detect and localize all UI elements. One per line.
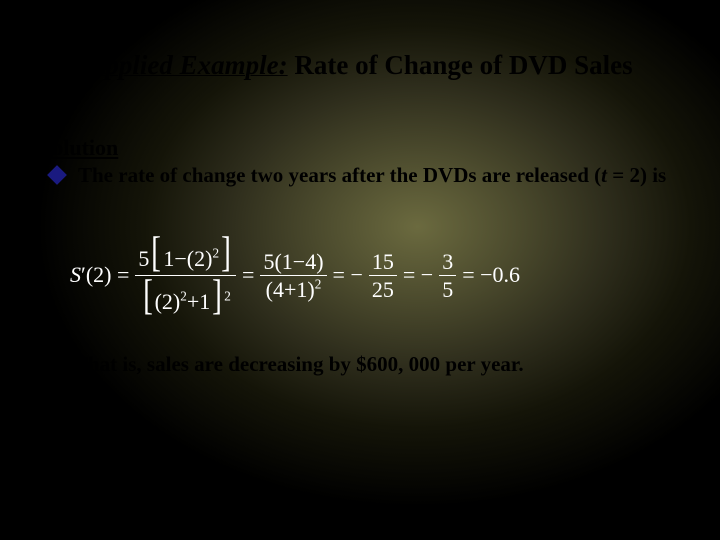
bullet-mid: ( [589, 163, 601, 187]
concl-amount: $600, 000 per year [356, 352, 518, 376]
rbracket-icon: ] [221, 235, 231, 273]
eq-f2-num: 5(1−4) [260, 250, 326, 273]
bullet-item: The rate of change two years after the D… [50, 162, 680, 188]
eq-frac2: 5(1−4) (4+1)2 [260, 250, 326, 301]
solution-heading: Solution [40, 135, 118, 161]
eq-f1-1minus: 1− [163, 246, 186, 271]
eq-result: = −0.6 [462, 262, 520, 288]
eq-arg: (2) = [86, 262, 130, 287]
eq-S: S [70, 262, 81, 287]
concl-mid: by [323, 352, 356, 376]
fraction-bar-icon [369, 275, 397, 276]
slide-title: Applied Example: Rate of Change of DVD S… [0, 50, 720, 81]
diamond-icon [47, 165, 67, 185]
concl-post: . [518, 352, 523, 376]
title-italic-part: Applied Example: [87, 50, 287, 80]
eq-equals2: = − [333, 262, 363, 288]
eq-f1d-plus: +1 [187, 289, 210, 314]
eq-frac3: 15 25 [369, 250, 397, 301]
eq-f1-5: 5 [138, 246, 149, 271]
fraction-bar-icon [439, 275, 456, 276]
eq-f1-exp: 2 [212, 246, 219, 261]
eq-f2d-base: (4+1) [266, 277, 315, 302]
bullet-tval: 2 [629, 163, 640, 187]
eq-f1-outerexp: 2 [224, 288, 231, 303]
slide-footer: Applied Example 6, page 174 [40, 504, 207, 520]
conclusion: That is, sales are decreasing by $600, 0… [74, 352, 524, 377]
eq-f4-num: 3 [439, 250, 456, 273]
title-rest: Rate of Change of DVD Sales [288, 50, 633, 80]
eq-equals3: = − [403, 262, 433, 288]
concl-emph: decreasing [228, 352, 323, 376]
eq-frac1: 5[1−(2)2] [(2)2+1]2 [135, 235, 236, 316]
bullet-text: The rate of change two years after the D… [78, 162, 666, 188]
bullet-post: ) is [640, 163, 666, 187]
eq-f3-num: 15 [369, 250, 397, 273]
eq-f2d-exp: 2 [315, 276, 322, 291]
bullet-pre: The [78, 163, 118, 187]
eq-f4-den: 5 [439, 278, 456, 301]
eq-frac4: 3 5 [439, 250, 456, 301]
bullet-bold: rate of change two years after the DVDs … [118, 163, 589, 187]
equation: S′(2) = 5[1−(2)2] [(2)2+1]2 = 5(1−4) (4+… [70, 235, 680, 316]
eq-equals1: = [242, 262, 254, 288]
eq-f1-base: (2) [187, 246, 213, 271]
concl-pre: That is, sales are [74, 352, 228, 376]
eq-f1d-exp: 2 [180, 288, 187, 303]
eq-f1d-base: (2) [155, 289, 181, 314]
lbracket-icon: [ [143, 278, 153, 316]
eq-frac1-num: 5[1−(2)2] [135, 235, 236, 273]
lbracket-icon: [ [151, 235, 161, 273]
bullet-eq: = [607, 163, 629, 187]
eq-f3-den: 25 [369, 278, 397, 301]
eq-f2-den: (4+1)2 [263, 278, 325, 301]
eq-lhs: S′(2) = [70, 262, 129, 288]
slide: Applied Example: Rate of Change of DVD S… [0, 0, 720, 540]
rbracket-icon: ] [212, 278, 222, 316]
eq-frac1-den: [(2)2+1]2 [138, 278, 234, 316]
